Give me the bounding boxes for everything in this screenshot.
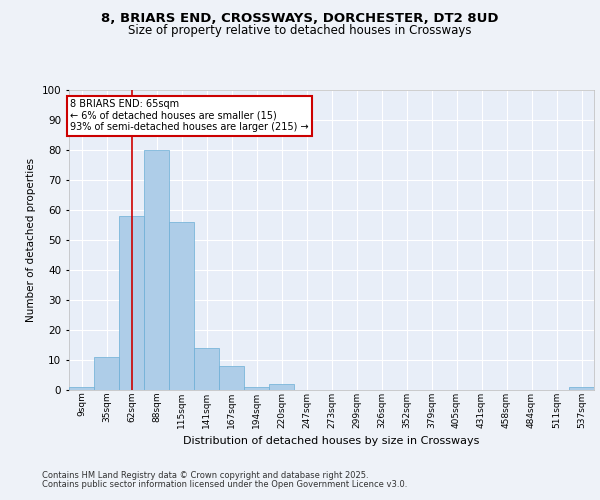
Bar: [244, 387, 269, 390]
Bar: [219, 366, 244, 390]
Bar: [169, 222, 194, 390]
Bar: [194, 348, 219, 390]
Y-axis label: Number of detached properties: Number of detached properties: [26, 158, 36, 322]
Text: 8 BRIARS END: 65sqm
← 6% of detached houses are smaller (15)
93% of semi-detache: 8 BRIARS END: 65sqm ← 6% of detached hou…: [70, 99, 309, 132]
Text: Contains public sector information licensed under the Open Government Licence v3: Contains public sector information licen…: [42, 480, 407, 489]
Bar: [269, 384, 294, 390]
Bar: [569, 387, 594, 390]
Bar: [119, 216, 144, 390]
Bar: [69, 387, 94, 390]
Text: Contains HM Land Registry data © Crown copyright and database right 2025.: Contains HM Land Registry data © Crown c…: [42, 471, 368, 480]
Bar: [144, 150, 169, 390]
Bar: [94, 357, 119, 390]
Text: Size of property relative to detached houses in Crossways: Size of property relative to detached ho…: [128, 24, 472, 37]
Text: 8, BRIARS END, CROSSWAYS, DORCHESTER, DT2 8UD: 8, BRIARS END, CROSSWAYS, DORCHESTER, DT…: [101, 12, 499, 26]
X-axis label: Distribution of detached houses by size in Crossways: Distribution of detached houses by size …: [184, 436, 479, 446]
